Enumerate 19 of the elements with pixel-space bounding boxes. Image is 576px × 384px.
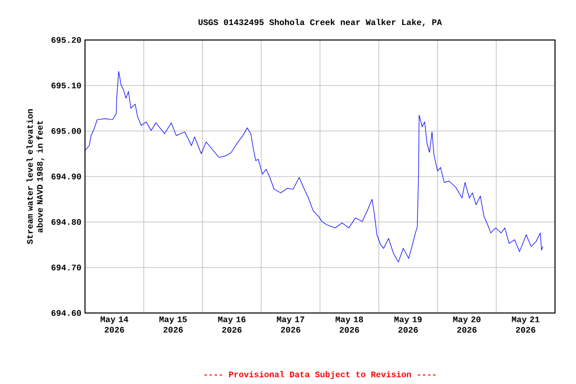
y-tick-label: 695.20 bbox=[52, 37, 81, 43]
y-tick-label: 695.10 bbox=[52, 82, 81, 88]
text: ---- Provisional Data Subject to Revision ---- bbox=[204, 371, 436, 379]
x-tick-label: May 20 2026 bbox=[453, 316, 480, 333]
x-tick-label: May 15 2026 bbox=[159, 316, 187, 333]
x-tick-label: May 21 2026 bbox=[512, 316, 540, 333]
y-axis-title: Stream water level elevation above NAVD 1988, in feet bbox=[26, 109, 44, 244]
y-tick-label: 694.60 bbox=[52, 310, 81, 316]
line-series bbox=[85, 71, 544, 262]
x-tick-label: May 19 2026 bbox=[394, 316, 422, 333]
x-tick-label: May 16 2026 bbox=[218, 316, 246, 333]
x-tick-label: May 17 2026 bbox=[276, 316, 304, 333]
x-tick-label: May 18 2026 bbox=[336, 316, 364, 333]
x-tick-label: May 14 2026 bbox=[100, 316, 128, 333]
chart-title: USGS 01432495 Shohola Creek near Walker Lake, PA bbox=[198, 18, 442, 26]
y-tick-label: 694.70 bbox=[52, 264, 81, 270]
y-tick-label: 694.80 bbox=[52, 219, 81, 225]
y-tick-label: 695.00 bbox=[52, 128, 81, 134]
y-tick-label: 694.90 bbox=[52, 174, 81, 180]
